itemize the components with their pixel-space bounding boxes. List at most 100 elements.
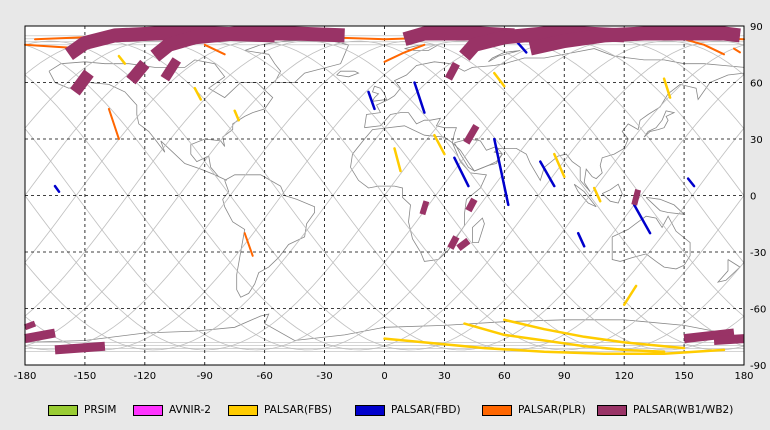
palsar-fbs-swath — [622, 284, 638, 306]
palsar-wb-swath — [54, 341, 106, 355]
palsar-fbd-swath — [539, 160, 556, 188]
observation-swaths — [23, 26, 745, 355]
legend-label: AVNIR-2 — [169, 404, 211, 416]
palsar-wb-swath — [419, 200, 430, 216]
x-tick-label: -60 — [256, 371, 272, 382]
legend-item: PALSAR(FBD) — [355, 403, 461, 417]
palsar-plr-swath — [203, 43, 226, 56]
y-tick-label: 0 — [750, 192, 756, 203]
palsar-wb-swath — [70, 69, 94, 96]
y-tick-label: 90 — [750, 22, 763, 33]
land-north-america — [48, 59, 274, 181]
land-japan — [643, 110, 676, 138]
plot-frame — [24, 25, 745, 366]
palsar-fbs-swath — [463, 322, 666, 354]
x-tick-label: 60 — [498, 371, 511, 382]
palsar-fbd-swath — [576, 231, 586, 248]
palsar-wb-swath — [126, 59, 150, 85]
legend-label: PRSIM — [84, 404, 117, 416]
x-tick-label: 150 — [675, 371, 694, 382]
x-tick-label: -150 — [74, 371, 97, 382]
palsar-fbd-swath — [632, 203, 652, 235]
legend-item: PALSAR(FBS) — [228, 403, 332, 417]
legend-swatch — [482, 404, 512, 416]
legend: PRSIM AVNIR-2 PALSAR(FBS) PALSAR(FBD) PALSAR… — [0, 400, 770, 420]
palsar-fbs-swath — [383, 337, 726, 355]
palsar-fbs-swath — [503, 318, 686, 350]
x-tick-label: 30 — [438, 371, 451, 382]
land-borneo — [601, 183, 623, 204]
land-south-america — [222, 174, 315, 298]
palsar-plr-swath — [383, 43, 426, 63]
legend-item: PRSIM — [48, 403, 116, 417]
palsar-fbs-swath — [433, 133, 446, 156]
lat-lon-grid — [24, 25, 745, 366]
legend-swatch — [133, 404, 163, 416]
x-tick-label: -90 — [197, 371, 213, 382]
land-africa — [350, 125, 487, 262]
x-tick-label: -120 — [133, 371, 156, 382]
legend-label: PALSAR(FBD) — [391, 404, 461, 416]
legend-label: PALSAR(WB1/WB2) — [633, 404, 734, 416]
x-tick-label: 90 — [558, 371, 571, 382]
palsar-wb-swath — [713, 334, 745, 345]
map-plot: -180 -150 -120 -90 -60 -30 0 30 60 90 120 150 180 90… — [14, 22, 767, 382]
palsar-plr-swath — [683, 38, 725, 56]
palsar-wb-swath — [528, 26, 741, 56]
palsar-wb-swath — [23, 320, 37, 331]
palsar-fbs-swath — [493, 71, 506, 88]
palsar-fbd-swath — [367, 90, 376, 111]
palsar-fbd-swath — [453, 156, 470, 188]
palsar-wb-swath — [447, 235, 460, 250]
palsar-fbs-swath — [117, 54, 127, 65]
y-tick-label: 60 — [750, 79, 763, 90]
palsar-wb-swath — [24, 328, 56, 344]
palsar-fbd-swath — [686, 177, 696, 188]
land-uk — [371, 85, 388, 102]
palsar-wb-swath — [631, 189, 642, 206]
legend-label: PALSAR(PLR) — [518, 404, 586, 416]
palsar-fbs-swath — [592, 186, 602, 203]
y-tick-label: -60 — [750, 305, 766, 316]
legend-swatch — [228, 404, 258, 416]
longitude-tick-labels: -180 -150 -120 -90 -60 -30 0 30 60 90 120 150 180 — [14, 371, 754, 382]
x-tick-label: 120 — [615, 371, 634, 382]
x-tick-label: 0 — [381, 371, 387, 382]
legend-item: PALSAR(WB1/WB2) — [597, 403, 733, 417]
legend-swatch — [48, 404, 78, 416]
land-novaya-zemlya — [488, 50, 521, 63]
palsar-plr-swath — [107, 107, 120, 140]
palsar-wb-swath — [160, 57, 182, 82]
palsar-plr-swath — [243, 232, 254, 257]
land-iceland — [336, 70, 360, 78]
latitude-tick-labels: 90 60 30 0 -30 -60 -90 — [750, 22, 766, 372]
palsar-wb-swath — [150, 26, 345, 62]
palsar-plr-swath — [733, 47, 741, 54]
palsar-fbs-swath — [662, 77, 672, 99]
legend-item: PALSAR(PLR) — [482, 403, 586, 417]
land-madagascar — [472, 217, 485, 243]
y-tick-label: -30 — [750, 248, 766, 259]
x-tick-label: 180 — [734, 371, 753, 382]
land-sumatra — [573, 183, 597, 208]
legend-label: PALSAR(FBS) — [264, 404, 332, 416]
palsar-fbs-swath — [193, 86, 203, 101]
palsar-fbs-swath — [233, 109, 240, 122]
legend-swatch — [597, 404, 627, 416]
palsar-wb-swath — [444, 61, 460, 81]
palsar-fbd-swath — [53, 184, 61, 193]
y-tick-label: -90 — [750, 361, 766, 372]
palsar-wb-swath — [463, 124, 480, 145]
palsar-fbs-swath — [393, 147, 402, 173]
palsar-fbs-swath — [553, 152, 566, 178]
palsar-fbd-swath — [413, 81, 426, 114]
palsar-wb-swath — [456, 237, 471, 251]
legend-swatch — [355, 404, 385, 416]
legend-item: AVNIR-2 — [133, 403, 211, 417]
palsar-wb-swath — [465, 197, 478, 213]
y-tick-label: 30 — [750, 135, 763, 146]
x-tick-label: -30 — [316, 371, 332, 382]
land-australia — [611, 215, 691, 270]
palsar-wb-swath — [683, 328, 735, 344]
x-tick-label: -180 — [14, 371, 37, 382]
